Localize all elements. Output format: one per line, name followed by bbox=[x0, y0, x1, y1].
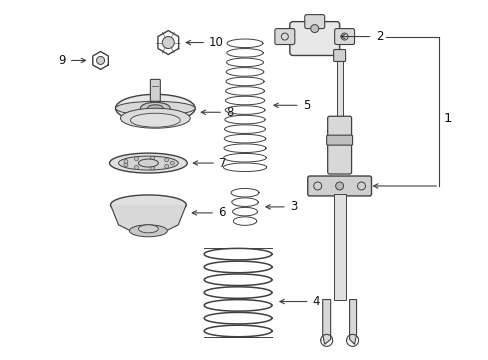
Circle shape bbox=[150, 156, 154, 160]
Circle shape bbox=[123, 159, 128, 163]
Ellipse shape bbox=[140, 102, 170, 114]
Polygon shape bbox=[349, 300, 356, 345]
Ellipse shape bbox=[130, 113, 180, 127]
Text: 2: 2 bbox=[376, 30, 383, 43]
FancyBboxPatch shape bbox=[326, 135, 352, 145]
FancyBboxPatch shape bbox=[336, 58, 342, 118]
Text: 3: 3 bbox=[289, 201, 297, 213]
Circle shape bbox=[162, 37, 174, 49]
Text: 10: 10 bbox=[209, 36, 224, 49]
FancyBboxPatch shape bbox=[274, 28, 294, 45]
Ellipse shape bbox=[120, 108, 190, 128]
Polygon shape bbox=[322, 300, 330, 345]
Ellipse shape bbox=[109, 153, 187, 173]
Circle shape bbox=[335, 182, 343, 190]
Ellipse shape bbox=[147, 105, 163, 112]
FancyBboxPatch shape bbox=[333, 194, 345, 300]
Circle shape bbox=[134, 157, 138, 161]
Text: 9: 9 bbox=[58, 54, 65, 67]
Ellipse shape bbox=[115, 94, 195, 122]
Ellipse shape bbox=[110, 195, 186, 215]
Text: 5: 5 bbox=[302, 99, 309, 112]
Circle shape bbox=[134, 165, 138, 169]
FancyBboxPatch shape bbox=[327, 116, 351, 174]
Ellipse shape bbox=[115, 101, 195, 115]
FancyBboxPatch shape bbox=[333, 50, 345, 62]
Text: 1: 1 bbox=[442, 112, 451, 125]
Ellipse shape bbox=[138, 159, 158, 167]
Ellipse shape bbox=[138, 225, 158, 233]
Ellipse shape bbox=[118, 156, 178, 170]
Circle shape bbox=[164, 164, 168, 168]
Circle shape bbox=[96, 57, 104, 64]
Text: 8: 8 bbox=[225, 106, 233, 119]
Circle shape bbox=[170, 161, 174, 165]
FancyBboxPatch shape bbox=[289, 22, 339, 55]
FancyBboxPatch shape bbox=[334, 28, 354, 45]
Circle shape bbox=[123, 163, 128, 167]
Ellipse shape bbox=[129, 225, 167, 237]
Polygon shape bbox=[110, 205, 186, 233]
FancyBboxPatch shape bbox=[307, 176, 371, 196]
Circle shape bbox=[164, 158, 168, 162]
Text: 4: 4 bbox=[312, 295, 320, 308]
Text: 7: 7 bbox=[219, 157, 226, 170]
Circle shape bbox=[150, 166, 154, 170]
FancyBboxPatch shape bbox=[304, 15, 324, 28]
Text: 6: 6 bbox=[218, 206, 225, 219]
FancyBboxPatch shape bbox=[150, 80, 160, 101]
Circle shape bbox=[310, 24, 318, 32]
